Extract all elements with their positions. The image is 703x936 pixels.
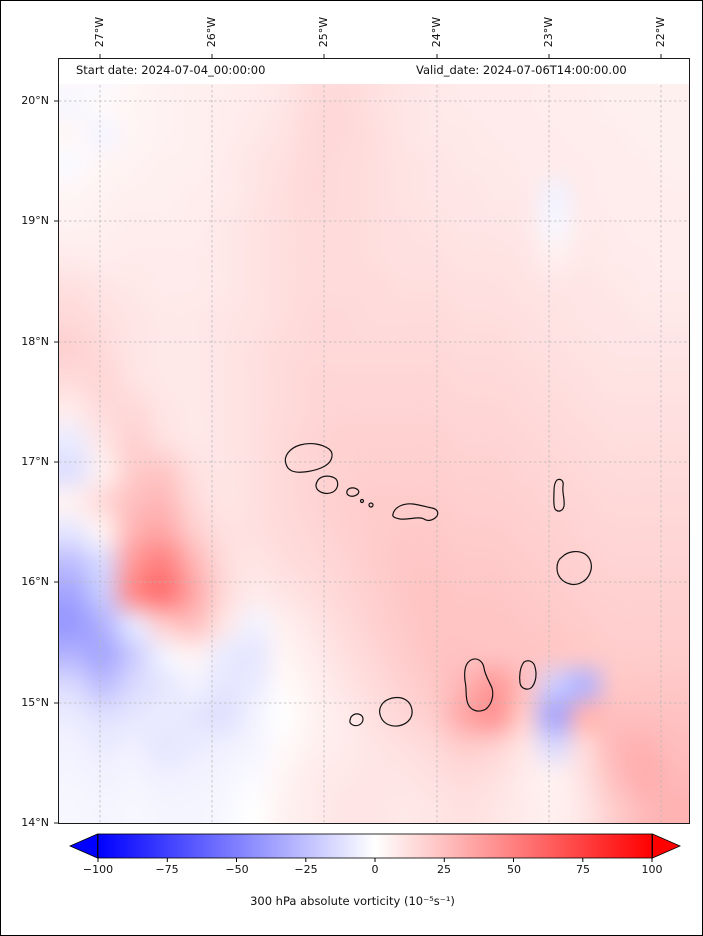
y-tick-label: 16°N <box>21 575 49 588</box>
y-tick-label: 19°N <box>21 214 49 227</box>
x-tick-label: 27°W <box>93 16 106 48</box>
y-tick-label: 15°N <box>21 696 49 709</box>
colorbar-left-extend-arrow <box>68 833 98 859</box>
y-tick-label: 14°N <box>21 816 49 829</box>
y-tick-label: 20°N <box>21 94 49 107</box>
colorbar-tick-label: 50 <box>507 863 521 876</box>
colorbar <box>68 833 682 862</box>
start-date-label: Start date: 2024-07-04_00:00:00 <box>76 63 266 77</box>
colorbar-tick-label: 100 <box>641 863 663 876</box>
title-strip: Start date: 2024-07-04_00:00:00 Valid_da… <box>59 59 689 84</box>
colorbar-tick-label: 75 <box>576 863 590 876</box>
colorbar-label: 300 hPa absolute vorticity (10⁻⁵s⁻¹) <box>250 894 455 908</box>
y-tick-label: 17°N <box>21 455 49 468</box>
colorbar-tick-label: −75 <box>155 863 179 876</box>
x-tick-label: 25°W <box>317 16 330 48</box>
x-tick-label: 23°W <box>542 16 555 48</box>
x-tick-label: 22°W <box>654 16 667 48</box>
colorbar-tick-label: −50 <box>225 863 249 876</box>
x-tick-label: 26°W <box>205 16 218 48</box>
colorbar-gradient-bar <box>97 833 653 859</box>
x-tick-label: 24°W <box>430 16 443 48</box>
vorticity-field-canvas <box>58 58 690 823</box>
colorbar-ticks <box>97 858 653 862</box>
colorbar-right-extend-arrow <box>652 833 682 859</box>
y-tick-label: 18°N <box>21 335 49 348</box>
colorbar-tick-label: −100 <box>82 863 114 876</box>
colorbar-tick-label: 25 <box>437 863 451 876</box>
colorbar-tick-label: −25 <box>294 863 318 876</box>
valid-date-label: Valid_date: 2024-07-06T14:00:00.00 <box>416 63 627 77</box>
colorbar-tick-label: 0 <box>371 863 379 876</box>
